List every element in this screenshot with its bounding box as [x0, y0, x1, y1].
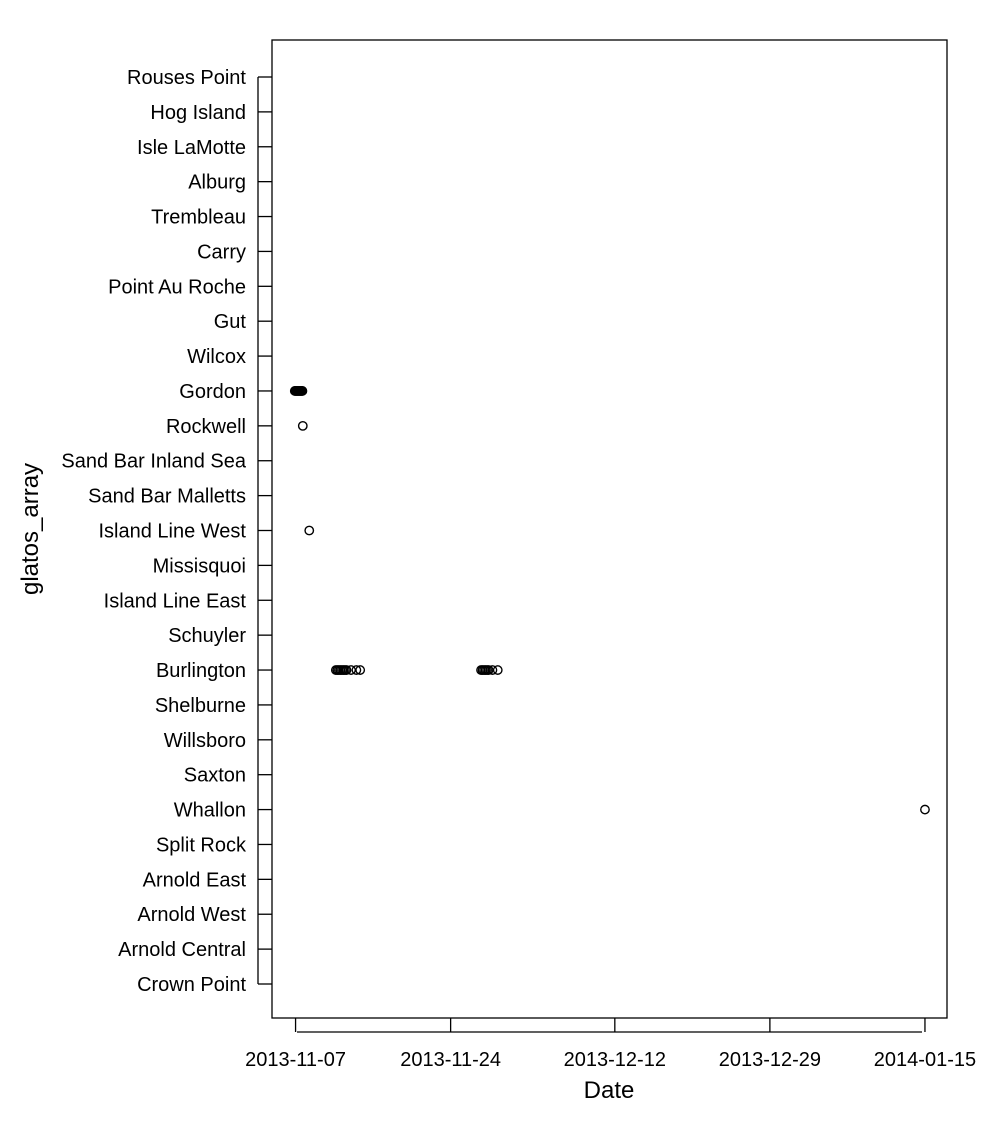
- y-tick-label: Point Au Roche: [108, 276, 246, 298]
- data-point: [341, 665, 352, 675]
- x-axis: 2013-11-07 2013-11-24 2013-12-12 2013-12-29…: [245, 1018, 976, 1071]
- x-tick-label: 2014-01-15: [874, 1049, 976, 1071]
- y-tick-label: Split Rock: [156, 834, 247, 856]
- y-tick-label: Rockwell: [166, 416, 246, 438]
- y-tick-label: Arnold Central: [118, 939, 246, 961]
- data-point: [346, 665, 356, 675]
- data-point: [297, 386, 308, 396]
- data-point: [483, 665, 494, 675]
- data-point: [492, 665, 503, 675]
- y-tick-label: Isle LaMotte: [137, 137, 246, 159]
- data-point: [304, 525, 315, 536]
- plot-area: [271, 39, 948, 1019]
- x-tick-label: 2013-11-24: [400, 1049, 501, 1071]
- y-tick-label: Carry: [197, 241, 246, 263]
- data-point: [355, 665, 366, 675]
- data-point: [487, 665, 498, 675]
- y-tick-label: Whallon: [174, 800, 246, 822]
- y-tick-label: Willsboro: [164, 730, 246, 752]
- y-tick-label: Hog Island: [150, 102, 246, 124]
- y-tick-label: Gut: [214, 311, 247, 333]
- y-tick-label: Gordon: [179, 381, 246, 403]
- x-tick-label: 2013-12-12: [564, 1049, 666, 1071]
- x-tick-label: 2013-11-07: [245, 1049, 346, 1071]
- y-tick-label: Alburg: [188, 172, 246, 194]
- y-tick-label: Schuyler: [168, 625, 246, 647]
- y-tick-label: Rouses Point: [127, 67, 246, 89]
- y-tick-label: Trembleau: [151, 207, 246, 229]
- y-tick-label: Island Line West: [99, 521, 247, 543]
- y-tick-label: Wilcox: [187, 346, 246, 368]
- y-tick-label: Sand Bar Malletts: [88, 486, 246, 508]
- y-tick-label: Missisquoi: [153, 555, 246, 577]
- data-points: [289, 386, 930, 815]
- y-tick-label: Shelburne: [155, 695, 246, 717]
- y-tick-label: Arnold West: [137, 904, 246, 926]
- y-tick-label: Saxton: [184, 765, 246, 787]
- data-point: [297, 420, 308, 431]
- y-tick-label: Arnold East: [143, 869, 247, 891]
- y-axis: Crown Point Arnold Central Arnold West Arno…: [61, 67, 272, 996]
- data-point: [920, 804, 930, 815]
- y-tick-label: Sand Bar Inland Sea: [61, 451, 246, 473]
- data-point: [351, 665, 362, 675]
- y-tick-label: Crown Point: [137, 974, 246, 996]
- x-tick-label: 2013-12-29: [719, 1049, 821, 1071]
- x-axis-title: Date: [584, 1077, 635, 1104]
- y-tick-label: Burlington: [156, 660, 246, 682]
- y-axis-title: glatos_array: [17, 463, 44, 595]
- y-tick-label: Island Line East: [104, 590, 247, 612]
